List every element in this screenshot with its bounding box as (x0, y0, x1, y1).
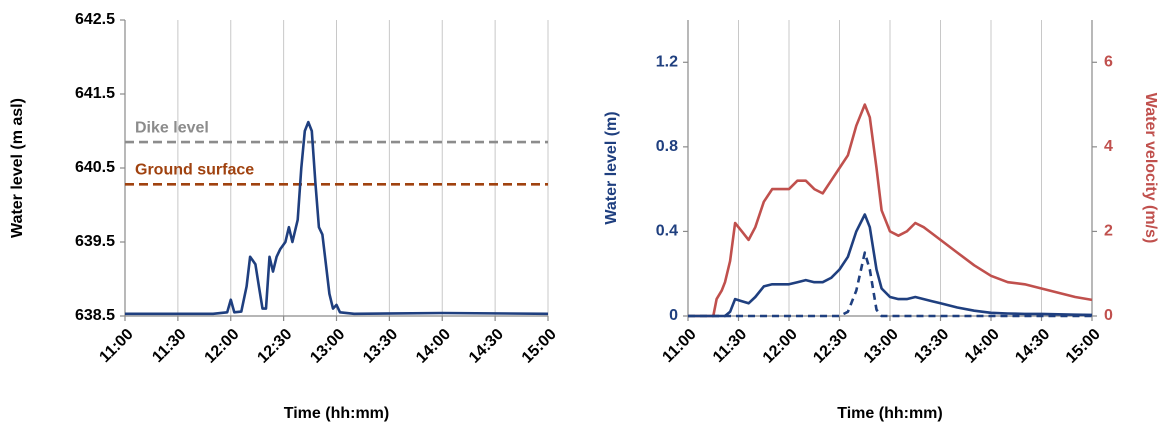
y-tick-label: 642.5 (75, 11, 115, 28)
x-tick-label: 11:30 (710, 326, 750, 366)
x-tick-label: 14:30 (1012, 326, 1053, 367)
series-line (688, 103, 1093, 318)
series-line (688, 213, 1093, 318)
x-tick-label: 15:00 (519, 326, 560, 367)
reference-label: Dike level (135, 119, 209, 136)
x-axis-label: Time (hh:mm) (837, 405, 942, 422)
y2-tick-label: 2 (1104, 223, 1113, 240)
reference-label: Ground surface (135, 161, 254, 178)
y2-tick-label: 4 (1104, 138, 1113, 155)
y2-axis-label: Water velocity (m/s) (1142, 93, 1159, 244)
x-tick-label: 11:00 (96, 326, 136, 366)
x-tick-label: 14:30 (466, 326, 507, 367)
x-axis-label: Time (hh:mm) (284, 405, 389, 422)
y-tick-label: 638.5 (75, 307, 115, 324)
series-line (125, 120, 549, 316)
x-tick-label: 13:30 (911, 326, 952, 367)
x-tick-label: 13:00 (861, 326, 902, 367)
x-tick-label: 11:00 (659, 326, 699, 366)
y-tick-label: 0 (669, 307, 678, 324)
y-tick-label: 1.2 (656, 54, 678, 71)
x-tick-label: 12:30 (254, 326, 295, 367)
x-tick-label: 12:00 (202, 326, 243, 367)
x-tick-label: 14:00 (413, 326, 454, 367)
x-tick-label: 12:30 (810, 326, 851, 367)
y2-tick-label: 6 (1104, 54, 1113, 71)
x-tick-label: 13:30 (360, 326, 401, 367)
y-tick-label: 639.5 (75, 233, 115, 250)
x-tick-label: 12:00 (760, 326, 801, 367)
y2-tick-label: 0 (1104, 307, 1113, 324)
x-tick-label: 14:00 (962, 326, 1003, 367)
series-line (688, 251, 1092, 318)
x-tick-label: 15:00 (1063, 326, 1104, 367)
y-tick-label: 0.4 (656, 223, 678, 240)
x-tick-label: 11:30 (149, 326, 189, 366)
y-tick-label: 640.5 (75, 159, 115, 176)
x-tick-label: 13:00 (307, 326, 348, 367)
y-tick-label: 641.5 (75, 85, 115, 102)
y-axis-label: Water level (m) (603, 111, 620, 224)
y-tick-label: 0.8 (656, 138, 678, 155)
y-axis-label: Water level (m asl) (9, 98, 26, 238)
